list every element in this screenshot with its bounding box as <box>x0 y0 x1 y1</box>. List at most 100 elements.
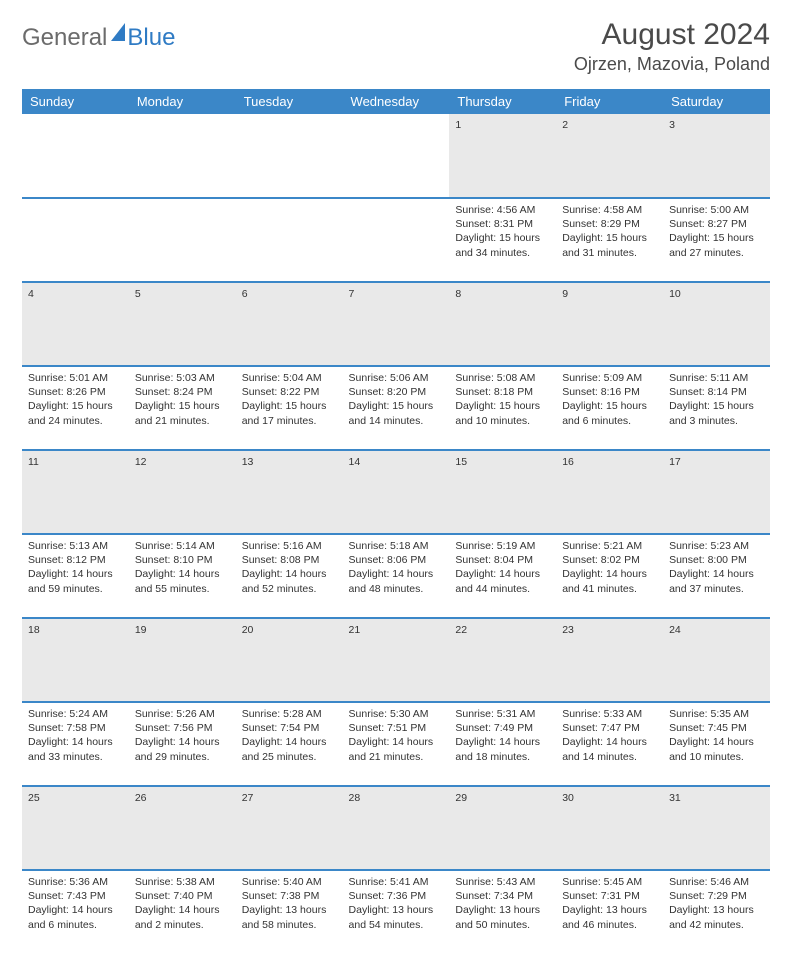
weekday-header: Saturday <box>663 89 770 114</box>
sunset-text: Sunset: 7:36 PM <box>349 889 444 903</box>
day1-text: Daylight: 14 hours <box>135 567 230 581</box>
day-number <box>236 114 343 198</box>
day-cell <box>129 198 236 282</box>
weekday-header: Thursday <box>449 89 556 114</box>
day1-text: Daylight: 15 hours <box>455 399 550 413</box>
day2-text: and 3 minutes. <box>669 414 764 428</box>
day-cell: Sunrise: 5:28 AMSunset: 7:54 PMDaylight:… <box>236 702 343 786</box>
daynum-row: 25262728293031 <box>22 786 770 870</box>
sunrise-text: Sunrise: 5:06 AM <box>349 371 444 385</box>
day-cell: Sunrise: 5:06 AMSunset: 8:20 PMDaylight:… <box>343 366 450 450</box>
day1-text: Daylight: 13 hours <box>669 903 764 917</box>
month-title: August 2024 <box>574 18 770 52</box>
sunset-text: Sunset: 8:08 PM <box>242 553 337 567</box>
day-number: 14 <box>343 450 450 534</box>
day-number: 28 <box>343 786 450 870</box>
day2-text: and 55 minutes. <box>135 582 230 596</box>
day-cell: Sunrise: 5:35 AMSunset: 7:45 PMDaylight:… <box>663 702 770 786</box>
sunrise-text: Sunrise: 5:23 AM <box>669 539 764 553</box>
day1-text: Daylight: 14 hours <box>455 567 550 581</box>
sunrise-text: Sunrise: 5:26 AM <box>135 707 230 721</box>
day2-text: and 14 minutes. <box>562 750 657 764</box>
sunrise-text: Sunrise: 5:41 AM <box>349 875 444 889</box>
weekday-header: Monday <box>129 89 236 114</box>
day-cell: Sunrise: 5:19 AMSunset: 8:04 PMDaylight:… <box>449 534 556 618</box>
content-row: Sunrise: 5:24 AMSunset: 7:58 PMDaylight:… <box>22 702 770 786</box>
sunrise-text: Sunrise: 5:21 AM <box>562 539 657 553</box>
day-number: 22 <box>449 618 556 702</box>
day-cell: Sunrise: 5:03 AMSunset: 8:24 PMDaylight:… <box>129 366 236 450</box>
day-cell: Sunrise: 5:30 AMSunset: 7:51 PMDaylight:… <box>343 702 450 786</box>
sunrise-text: Sunrise: 5:09 AM <box>562 371 657 385</box>
day2-text: and 33 minutes. <box>28 750 123 764</box>
day1-text: Daylight: 13 hours <box>455 903 550 917</box>
weekday-header: Friday <box>556 89 663 114</box>
day-number: 16 <box>556 450 663 534</box>
day-cell: Sunrise: 4:56 AMSunset: 8:31 PMDaylight:… <box>449 198 556 282</box>
sunset-text: Sunset: 8:27 PM <box>669 217 764 231</box>
day-number: 4 <box>22 282 129 366</box>
location: Ojrzen, Mazovia, Poland <box>574 54 770 75</box>
sunset-text: Sunset: 7:29 PM <box>669 889 764 903</box>
day2-text: and 41 minutes. <box>562 582 657 596</box>
day2-text: and 2 minutes. <box>135 918 230 932</box>
day1-text: Daylight: 15 hours <box>562 399 657 413</box>
day-number: 26 <box>129 786 236 870</box>
sunset-text: Sunset: 7:49 PM <box>455 721 550 735</box>
sunrise-text: Sunrise: 5:43 AM <box>455 875 550 889</box>
sunrise-text: Sunrise: 5:11 AM <box>669 371 764 385</box>
day2-text: and 21 minutes. <box>349 750 444 764</box>
daynum-row: 45678910 <box>22 282 770 366</box>
weekday-header: Tuesday <box>236 89 343 114</box>
day2-text: and 24 minutes. <box>28 414 123 428</box>
day-cell: Sunrise: 5:11 AMSunset: 8:14 PMDaylight:… <box>663 366 770 450</box>
sunset-text: Sunset: 7:56 PM <box>135 721 230 735</box>
day-number: 21 <box>343 618 450 702</box>
day-cell: Sunrise: 5:43 AMSunset: 7:34 PMDaylight:… <box>449 870 556 954</box>
sunrise-text: Sunrise: 4:58 AM <box>562 203 657 217</box>
day-number: 9 <box>556 282 663 366</box>
sunset-text: Sunset: 8:00 PM <box>669 553 764 567</box>
brand-name-a: General <box>22 24 107 52</box>
header: General Blue August 2024 Ojrzen, Mazovia… <box>22 18 770 75</box>
calendar-body: 123Sunrise: 4:56 AMSunset: 8:31 PMDaylig… <box>22 114 770 954</box>
sunrise-text: Sunrise: 5:13 AM <box>28 539 123 553</box>
sunset-text: Sunset: 8:02 PM <box>562 553 657 567</box>
day-cell <box>343 198 450 282</box>
sunset-text: Sunset: 7:54 PM <box>242 721 337 735</box>
day-cell: Sunrise: 5:31 AMSunset: 7:49 PMDaylight:… <box>449 702 556 786</box>
day1-text: Daylight: 14 hours <box>669 567 764 581</box>
brand-triangle-icon <box>111 23 125 41</box>
day-cell: Sunrise: 5:13 AMSunset: 8:12 PMDaylight:… <box>22 534 129 618</box>
day-number <box>22 114 129 198</box>
day2-text: and 14 minutes. <box>349 414 444 428</box>
sunset-text: Sunset: 7:34 PM <box>455 889 550 903</box>
sunset-text: Sunset: 8:10 PM <box>135 553 230 567</box>
day1-text: Daylight: 14 hours <box>135 735 230 749</box>
day-number: 3 <box>663 114 770 198</box>
sunset-text: Sunset: 7:58 PM <box>28 721 123 735</box>
sunset-text: Sunset: 7:31 PM <box>562 889 657 903</box>
day1-text: Daylight: 15 hours <box>669 399 764 413</box>
content-row: Sunrise: 5:36 AMSunset: 7:43 PMDaylight:… <box>22 870 770 954</box>
day2-text: and 21 minutes. <box>135 414 230 428</box>
day1-text: Daylight: 15 hours <box>135 399 230 413</box>
sunrise-text: Sunrise: 5:03 AM <box>135 371 230 385</box>
day2-text: and 31 minutes. <box>562 246 657 260</box>
weekday-header: Sunday <box>22 89 129 114</box>
day2-text: and 17 minutes. <box>242 414 337 428</box>
daynum-row: 11121314151617 <box>22 450 770 534</box>
sunset-text: Sunset: 8:20 PM <box>349 385 444 399</box>
sunrise-text: Sunrise: 5:14 AM <box>135 539 230 553</box>
day-cell: Sunrise: 4:58 AMSunset: 8:29 PMDaylight:… <box>556 198 663 282</box>
day1-text: Daylight: 14 hours <box>349 735 444 749</box>
day-cell: Sunrise: 5:26 AMSunset: 7:56 PMDaylight:… <box>129 702 236 786</box>
day-cell: Sunrise: 5:14 AMSunset: 8:10 PMDaylight:… <box>129 534 236 618</box>
sunset-text: Sunset: 8:14 PM <box>669 385 764 399</box>
day1-text: Daylight: 15 hours <box>562 231 657 245</box>
sunset-text: Sunset: 8:22 PM <box>242 385 337 399</box>
day-cell: Sunrise: 5:21 AMSunset: 8:02 PMDaylight:… <box>556 534 663 618</box>
day1-text: Daylight: 15 hours <box>455 231 550 245</box>
day-number: 1 <box>449 114 556 198</box>
day-number: 29 <box>449 786 556 870</box>
